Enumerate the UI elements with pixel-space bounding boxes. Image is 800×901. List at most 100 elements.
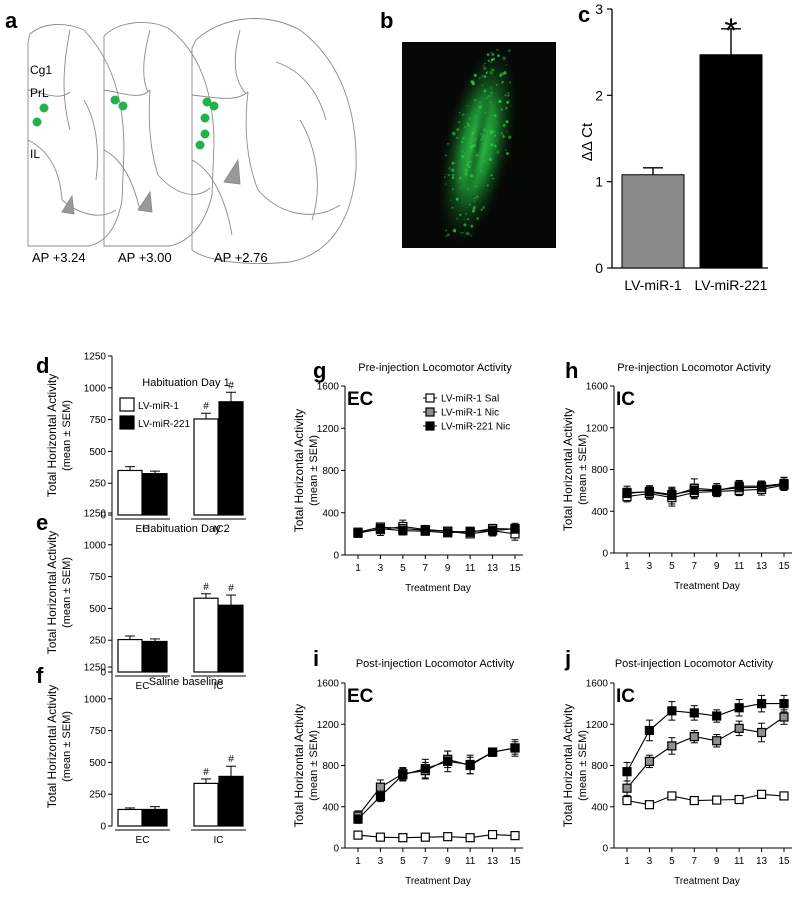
fluorescence-speckle (483, 75, 487, 78)
ventricle-shape-1 (61, 194, 75, 215)
fluorescence-speckle (466, 165, 468, 167)
injection-site-dot (118, 101, 128, 111)
fluorescence-speckle (461, 113, 465, 116)
x-tick-label: 15 (509, 563, 521, 574)
fluorescence-speckle (493, 114, 497, 117)
x-tick-label: 13 (756, 561, 768, 572)
fluorescence-speckle (482, 133, 484, 135)
y-axis-label: Total Horizontal Activity (45, 374, 59, 497)
bar (193, 418, 219, 516)
bar (142, 473, 168, 516)
fluorescence-speckle (459, 213, 462, 216)
fluorescence-speckle (505, 106, 508, 110)
fluorescence-speckle (508, 81, 512, 84)
fluorescence-speckle (451, 206, 454, 209)
fluorescence-speckle (494, 144, 497, 148)
fluorescence-speckle (510, 105, 512, 107)
x-tick-label: 11 (465, 856, 476, 867)
group-label: EC (136, 835, 150, 846)
fluorescence-speckle (464, 153, 467, 155)
injection-site-dot (195, 140, 205, 150)
data-point (734, 481, 744, 491)
data-point (712, 485, 722, 495)
fluorescence-speckle (472, 209, 475, 213)
fluorescence-speckle (466, 163, 470, 167)
fluorescence-speckle (466, 122, 469, 125)
fluorescence-speckle (451, 173, 455, 177)
data-point (353, 528, 363, 538)
data-point (644, 756, 655, 766)
atlas-section-1 (27, 24, 125, 247)
data-point (734, 703, 744, 713)
x-axis-label: Treatment Day (405, 876, 471, 887)
significance-mark: # (203, 582, 209, 593)
fluorescence-speckle (486, 96, 488, 98)
data-point (622, 767, 632, 777)
y-tick-label: 400 (591, 507, 608, 518)
y-axis-label: ΔΔ Ct (579, 122, 596, 161)
fluorescence-speckle (490, 91, 494, 95)
fluorescence-speckle (508, 100, 510, 102)
y-axis-label: Total Horizontal Activity (292, 409, 306, 532)
x-tick-label: 15 (778, 561, 790, 572)
fluorescence-speckle (507, 94, 510, 97)
fluorescence-speckle (458, 176, 462, 180)
data-point (510, 831, 520, 841)
x-tick-label: 9 (445, 856, 451, 867)
fluorescence-speckle (482, 206, 486, 209)
data-point (510, 743, 520, 753)
data-point (420, 763, 430, 774)
data-point (644, 725, 655, 736)
fluorescence-speckle (490, 87, 493, 89)
fluorescence-speckle (451, 161, 455, 165)
x-tick-label: 7 (423, 856, 429, 867)
fluorescence-speckle (501, 81, 504, 84)
atlas-section-label-2: AP +3.00 (118, 250, 172, 265)
fluorescence-speckle (470, 160, 472, 162)
fluorescence-speckle (450, 199, 452, 201)
x-tick-label: 13 (756, 856, 768, 867)
fluorescence-speckle (456, 128, 460, 131)
fluorescence-speckle (467, 188, 470, 191)
panel-label-b: b (380, 8, 393, 33)
fluorescence-speckle (483, 89, 487, 93)
fluorescence-speckle (444, 183, 447, 185)
y-tick-label: 500 (89, 758, 106, 769)
fluorescence-speckle (447, 173, 450, 177)
fluorescence-speckle (473, 73, 477, 77)
data-point (756, 481, 767, 491)
fluorescence-speckle (471, 132, 474, 135)
data-point (734, 794, 744, 805)
panel-label-g: g (313, 358, 326, 383)
fluorescence-speckle (444, 176, 446, 178)
fluorescence-speckle (480, 208, 483, 211)
y-tick-label: 1000 (84, 383, 107, 394)
fluorescence-speckle (488, 94, 491, 98)
fluorescence-speckle (452, 131, 456, 136)
x-tick-label: 1 (355, 856, 361, 867)
data-point (667, 706, 677, 716)
fluorescence-speckle (470, 145, 474, 149)
y-tick-label: 1200 (317, 720, 340, 731)
y-tick-label: 0 (100, 668, 106, 679)
bar (193, 782, 219, 827)
fluorescence-speckle (478, 101, 481, 104)
legend-swatch (119, 397, 135, 412)
bar (218, 775, 244, 827)
fluorescence-speckle (505, 149, 507, 151)
fluorescence-speckle (473, 98, 477, 102)
y-tick-label: 750 (89, 726, 106, 737)
data-point (756, 699, 767, 709)
fluorescence-speckle (466, 105, 469, 107)
x-axis-label: Treatment Day (405, 583, 471, 594)
data-point (779, 791, 789, 801)
x-axis-label: Treatment Day (674, 876, 740, 887)
data-point (375, 791, 386, 802)
legend-entry: LV-miR-221 Nic (441, 422, 510, 433)
x-tick-label: 3 (378, 563, 384, 574)
fluorescence-speckle (502, 134, 505, 137)
y-tick-label: 500 (89, 447, 106, 458)
fluorescence-speckle (506, 130, 508, 133)
